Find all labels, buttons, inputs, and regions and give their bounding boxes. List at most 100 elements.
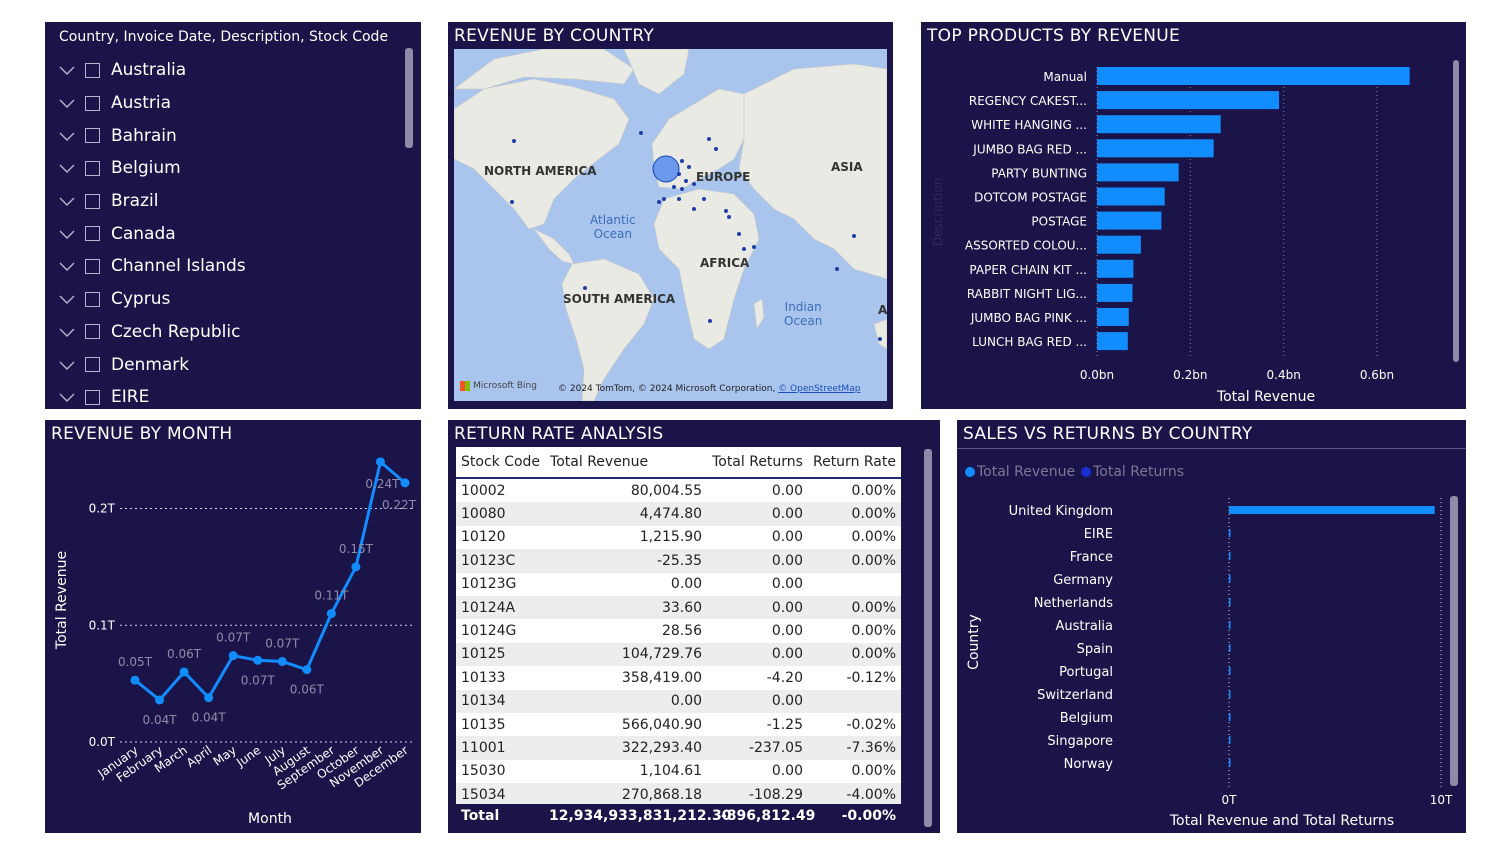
category-label: JUMBO BAG RED ... [972,142,1087,156]
slicer-item[interactable]: Brazil [57,185,397,218]
slicer-item[interactable]: Bahrain [57,119,397,152]
checkbox[interactable] [85,193,100,209]
revenue-bar [1229,552,1231,560]
table-row[interactable]: 10124A 33.60 0.00 0.00% [456,595,901,620]
legend-returns-label[interactable]: Total Returns [1093,464,1185,480]
data-label: 0.07T [216,631,251,645]
table-row[interactable]: 10080 4,474.80 0.00 0.00% [456,502,901,526]
table-row[interactable]: 10133 358,419.00 -4.20 -0.12% [456,666,901,689]
checkbox[interactable] [85,258,100,274]
data-point [130,675,140,685]
revenue-bar [1229,667,1231,675]
title-divider [957,448,1466,449]
slicer-item-label: Brazil [111,191,159,212]
stock-code-cell: 10133 [461,669,506,686]
x-tick-label: 10T [1430,793,1453,807]
total-returns-cell: 0.00 [771,482,803,499]
table-row[interactable]: 10125 104,729.76 0.00 0.00% [456,642,901,667]
slicer-scrollbar[interactable] [405,48,413,148]
chevron-down-icon[interactable] [57,126,77,146]
slicer-list: Australia Austria Bahrain Belgium Brazil Cana… [57,54,397,409]
openstreetmap-link[interactable]: © OpenStreetMap [778,384,861,394]
checkbox[interactable] [85,324,100,340]
slicer-item[interactable]: Belgium [57,152,397,185]
chevron-down-icon[interactable] [57,387,77,407]
chevron-down-icon[interactable] [57,158,77,178]
slicer-item-label: EIRE [111,387,150,408]
checkbox[interactable] [85,226,100,242]
country-label: Germany [1053,573,1113,588]
country-label: Norway [1064,757,1114,772]
table-row[interactable]: 10135 566,040.90 -1.25 -0.02% [456,713,901,736]
bar [1097,139,1214,158]
total-revenue-cell: 28.56 [661,623,703,640]
slicer-item[interactable]: Denmark [57,348,397,381]
chevron-down-icon[interactable] [57,60,77,80]
checkbox[interactable] [85,160,100,176]
label-indian-ocean: Indian Ocean [784,300,823,328]
total-revenue-cell: 358,419.00 [621,669,703,686]
table-row[interactable]: 10002 80,004.55 0.00 0.00% [456,478,901,502]
table-row[interactable]: 10123C -25.35 0.00 0.00% [456,549,901,573]
data-label: 0.11T [314,589,349,603]
map-canvas[interactable]: NORTH AMERICA EUROPE ASIA AFRICA SOUTH A… [454,49,887,401]
slicer-item[interactable]: Czech Republic [57,316,397,349]
slicer-item[interactable]: EIRE [57,381,397,409]
checkbox[interactable] [85,357,100,373]
return-rate-cell: 0.00% [851,529,896,546]
table-row[interactable]: 15034 270,868.18 -108.29 -4.00% [456,783,901,807]
total-revenue-cell: 322,293.40 [545,736,708,760]
stock-code-cell: 10135 [461,716,506,733]
table-row[interactable]: 15030 1,104.61 0.00 0.00% [456,760,901,783]
country-label: United Kingdom [1009,504,1113,519]
table-row[interactable]: 10123G 0.00 0.00 [456,573,901,596]
table-row[interactable]: 11001 322,293.40 -237.05 -7.36% [456,736,901,760]
chevron-down-icon[interactable] [57,322,77,342]
data-point [375,457,385,467]
chevron-down-icon[interactable] [57,224,77,244]
slicer-item[interactable]: Australia [57,54,397,87]
table-header-row: Stock Code Total Revenue Total Returns R… [456,447,901,479]
checkbox[interactable] [85,62,100,78]
total-returns-cell: 0.00 [707,642,808,667]
slicer-item[interactable]: Cyprus [57,283,397,316]
checkbox[interactable] [85,389,100,405]
slicer-item-label: Belgium [111,158,181,179]
label-south-america: SOUTH AMERICA [563,292,676,306]
slicer-item[interactable]: Canada [57,217,397,250]
total-revenue-cell: 0.00 [545,689,708,713]
checkbox[interactable] [85,128,100,144]
stock-code-cell: 10120 [461,529,506,546]
table-row[interactable]: 10124G 28.56 0.00 0.00% [456,619,901,642]
y-tick-label: 0.1T [89,618,116,632]
col-total-revenue[interactable]: Total Revenue [545,447,708,479]
checkbox[interactable] [85,291,100,307]
sales-returns-scrollbar[interactable] [1450,496,1458,786]
table-row[interactable]: 10120 1,215.90 0.00 0.00% [456,526,901,549]
checkbox[interactable] [85,95,100,111]
table-body-wrap[interactable]: Stock Code Total Revenue Total Returns R… [456,447,901,827]
col-total-returns[interactable]: Total Returns [707,447,808,479]
return-table-title: RETURN RATE ANALYSIS [454,424,664,444]
table-row[interactable]: 10134 0.00 0.00 [456,689,901,713]
top-products-scrollbar[interactable] [1453,60,1459,362]
revenue-bar [1229,644,1231,652]
chevron-down-icon[interactable] [57,191,77,211]
slicer-item-label: Channel Islands [111,256,246,277]
data-point [302,665,312,675]
return-rate-cell: 0.00% [807,642,901,667]
revenue-by-country-map: REVENUE BY COUNTRY [448,22,893,409]
total-returns-cell: 0.00 [707,595,808,620]
table-scrollbar[interactable] [924,449,932,827]
col-stock-code[interactable]: Stock Code [456,447,546,479]
chevron-down-icon[interactable] [57,256,77,276]
col-return-rate[interactable]: Return Rate [807,447,901,479]
slicer-item[interactable]: Austria [57,87,397,120]
chevron-down-icon[interactable] [57,289,77,309]
chevron-down-icon[interactable] [57,355,77,375]
data-label: 0.06T [290,683,325,697]
total-revenue-cell: 0.00 [670,576,703,593]
legend-revenue-label[interactable]: Total Revenue [977,464,1076,480]
chevron-down-icon[interactable] [57,93,77,113]
slicer-item[interactable]: Channel Islands [57,250,397,283]
